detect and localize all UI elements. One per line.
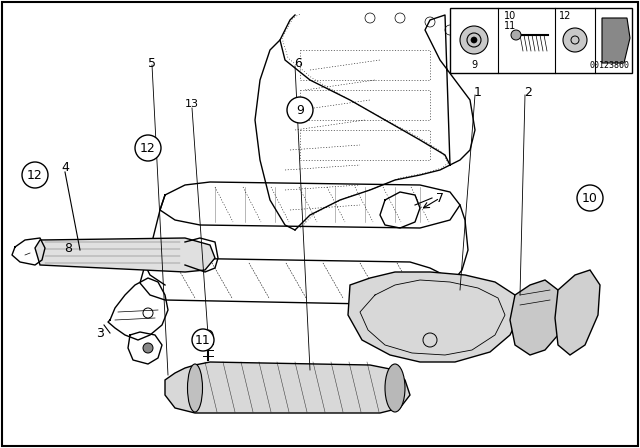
Circle shape [287, 97, 313, 123]
Circle shape [22, 162, 48, 188]
Text: 6: 6 [294, 56, 302, 69]
Circle shape [143, 343, 153, 353]
Text: 12: 12 [140, 142, 156, 155]
Text: 00123860: 00123860 [589, 61, 629, 70]
Text: 11: 11 [504, 21, 516, 31]
Polygon shape [165, 362, 410, 413]
Polygon shape [602, 18, 630, 63]
Text: 8: 8 [64, 241, 72, 254]
Polygon shape [35, 238, 215, 272]
Circle shape [460, 26, 488, 54]
Text: 10: 10 [504, 11, 516, 21]
Text: 12: 12 [559, 11, 572, 21]
Text: 12: 12 [27, 168, 43, 181]
Text: 7: 7 [436, 191, 444, 204]
Circle shape [577, 185, 603, 211]
Polygon shape [510, 280, 562, 355]
Text: 5: 5 [148, 56, 156, 69]
Text: 13: 13 [185, 99, 199, 109]
Circle shape [192, 329, 214, 351]
Polygon shape [555, 270, 600, 355]
Text: 3: 3 [96, 327, 104, 340]
Bar [450, 8, 632, 73]
Ellipse shape [188, 364, 202, 412]
Text: 9: 9 [296, 103, 304, 116]
Ellipse shape [385, 364, 405, 412]
Text: 10: 10 [582, 191, 598, 204]
Polygon shape [348, 272, 520, 362]
Circle shape [471, 37, 477, 43]
Circle shape [511, 30, 521, 40]
Text: 1: 1 [474, 86, 482, 99]
Circle shape [203, 330, 213, 340]
Circle shape [563, 28, 587, 52]
Text: 4: 4 [61, 160, 69, 173]
Text: 2: 2 [524, 86, 532, 99]
Text: 9: 9 [471, 60, 477, 70]
Text: 11: 11 [195, 333, 211, 346]
Circle shape [135, 135, 161, 161]
